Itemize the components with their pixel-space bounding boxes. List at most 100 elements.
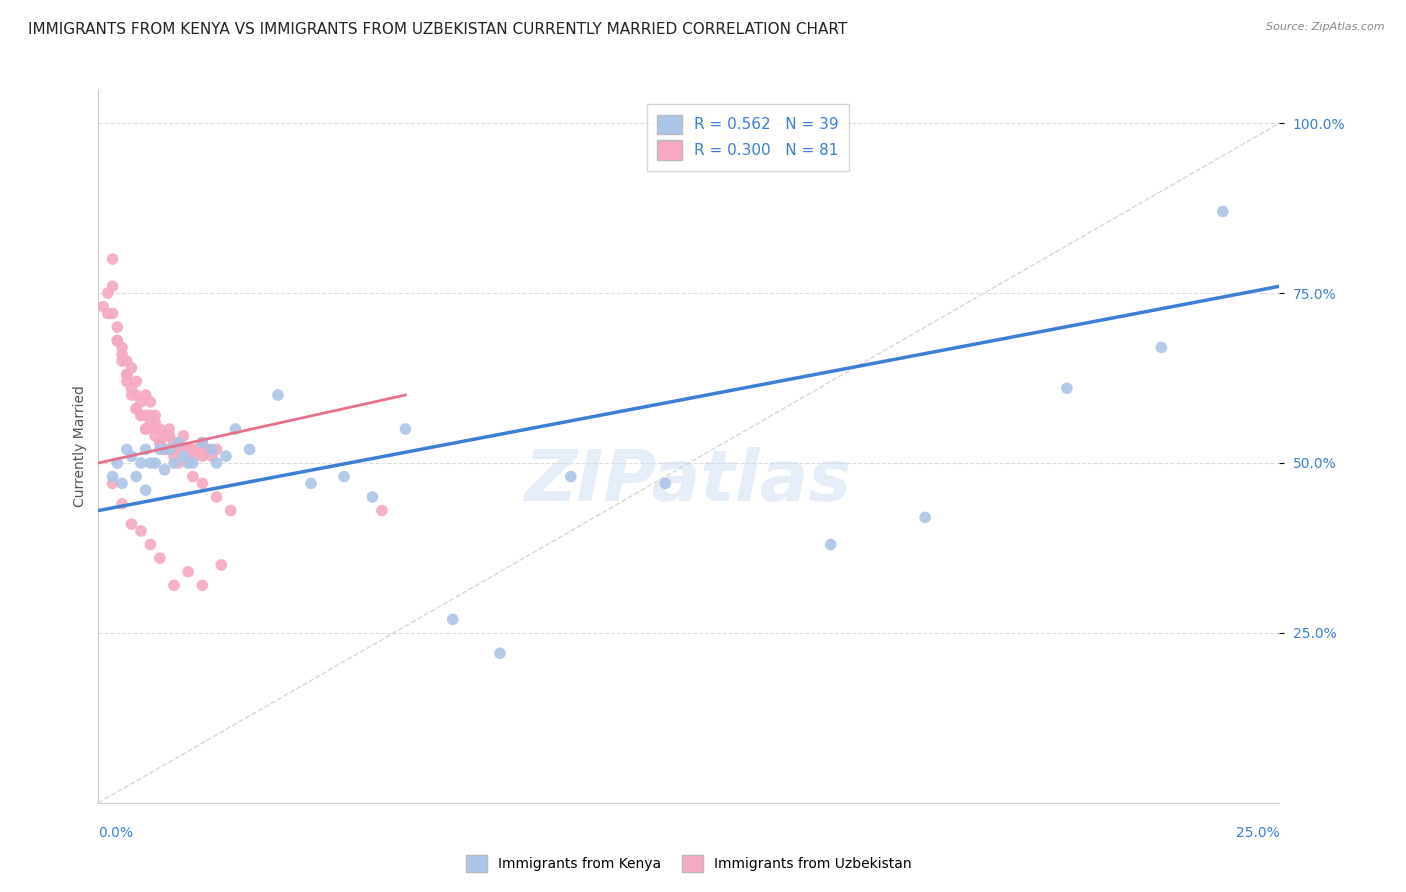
Point <box>177 456 200 470</box>
Point <box>139 394 162 409</box>
Point <box>121 449 143 463</box>
Point <box>157 429 180 443</box>
Point <box>115 368 138 382</box>
Point <box>125 401 148 416</box>
Point <box>97 306 120 320</box>
Point <box>167 442 190 457</box>
Point <box>560 469 582 483</box>
Point <box>239 442 262 457</box>
Text: IMMIGRANTS FROM KENYA VS IMMIGRANTS FROM UZBEKISTAN CURRENTLY MARRIED CORRELATIO: IMMIGRANTS FROM KENYA VS IMMIGRANTS FROM… <box>28 22 848 37</box>
Point <box>177 442 200 457</box>
Point <box>111 347 134 361</box>
Point <box>157 429 180 443</box>
Point <box>149 435 172 450</box>
Point <box>177 565 200 579</box>
Point <box>1212 204 1234 219</box>
Point <box>129 409 152 423</box>
Point <box>371 503 394 517</box>
Point <box>143 409 166 423</box>
Point <box>191 578 214 592</box>
Point <box>149 435 172 450</box>
Point <box>181 469 204 483</box>
Point <box>111 497 134 511</box>
Point <box>121 517 143 532</box>
Point <box>125 469 148 483</box>
Point <box>129 409 152 423</box>
Point <box>129 394 152 409</box>
Point <box>167 456 190 470</box>
Point <box>181 442 204 457</box>
Point <box>914 510 936 524</box>
Point <box>201 449 224 463</box>
Point <box>91 300 114 314</box>
Point <box>135 422 157 436</box>
Point <box>121 360 143 375</box>
Point <box>489 646 512 660</box>
Text: ZIPatlas: ZIPatlas <box>526 447 852 516</box>
Point <box>135 422 157 436</box>
Point <box>209 558 232 572</box>
Point <box>191 435 214 450</box>
Point <box>172 442 194 457</box>
Point <box>333 469 356 483</box>
Point <box>219 503 242 517</box>
Point <box>191 435 214 450</box>
Point <box>157 442 180 457</box>
Point <box>149 422 172 436</box>
Point <box>187 442 209 457</box>
Point <box>97 286 120 301</box>
Point <box>101 306 124 320</box>
Point <box>143 456 166 470</box>
Point <box>820 537 842 551</box>
Point <box>224 422 246 436</box>
Point <box>111 476 134 491</box>
Point <box>149 442 172 457</box>
Point <box>153 442 176 457</box>
Point <box>163 449 186 463</box>
Point <box>163 442 186 457</box>
Point <box>181 456 204 470</box>
Point <box>135 483 157 498</box>
Point <box>125 388 148 402</box>
Y-axis label: Currently Married: Currently Married <box>73 385 87 507</box>
Point <box>215 449 238 463</box>
Point <box>135 388 157 402</box>
Point <box>167 435 190 450</box>
Point <box>1056 381 1078 395</box>
Point <box>361 490 384 504</box>
Point <box>135 442 157 457</box>
Point <box>139 537 162 551</box>
Point <box>172 442 194 457</box>
Point <box>191 449 214 463</box>
Point <box>143 422 166 436</box>
Point <box>172 429 194 443</box>
Point <box>111 341 134 355</box>
Text: 0.0%: 0.0% <box>98 826 134 839</box>
Point <box>139 415 162 429</box>
Point <box>143 415 166 429</box>
Point <box>172 449 194 463</box>
Point <box>125 401 148 416</box>
Point <box>105 320 128 334</box>
Point <box>115 375 138 389</box>
Point <box>201 442 224 457</box>
Text: 25.0%: 25.0% <box>1236 826 1279 839</box>
Point <box>654 476 676 491</box>
Point <box>394 422 416 436</box>
Point <box>143 429 166 443</box>
Text: Source: ZipAtlas.com: Source: ZipAtlas.com <box>1267 22 1385 32</box>
Point <box>441 612 464 626</box>
Point <box>115 442 138 457</box>
Point <box>105 334 128 348</box>
Legend: R = 0.562   N = 39, R = 0.300   N = 81: R = 0.562 N = 39, R = 0.300 N = 81 <box>647 104 849 170</box>
Point <box>129 524 152 538</box>
Point <box>121 388 143 402</box>
Point <box>121 381 143 395</box>
Point <box>105 334 128 348</box>
Point <box>1150 341 1173 355</box>
Point <box>167 435 190 450</box>
Point <box>157 422 180 436</box>
Point <box>153 463 176 477</box>
Point <box>205 442 228 457</box>
Point <box>101 252 124 266</box>
